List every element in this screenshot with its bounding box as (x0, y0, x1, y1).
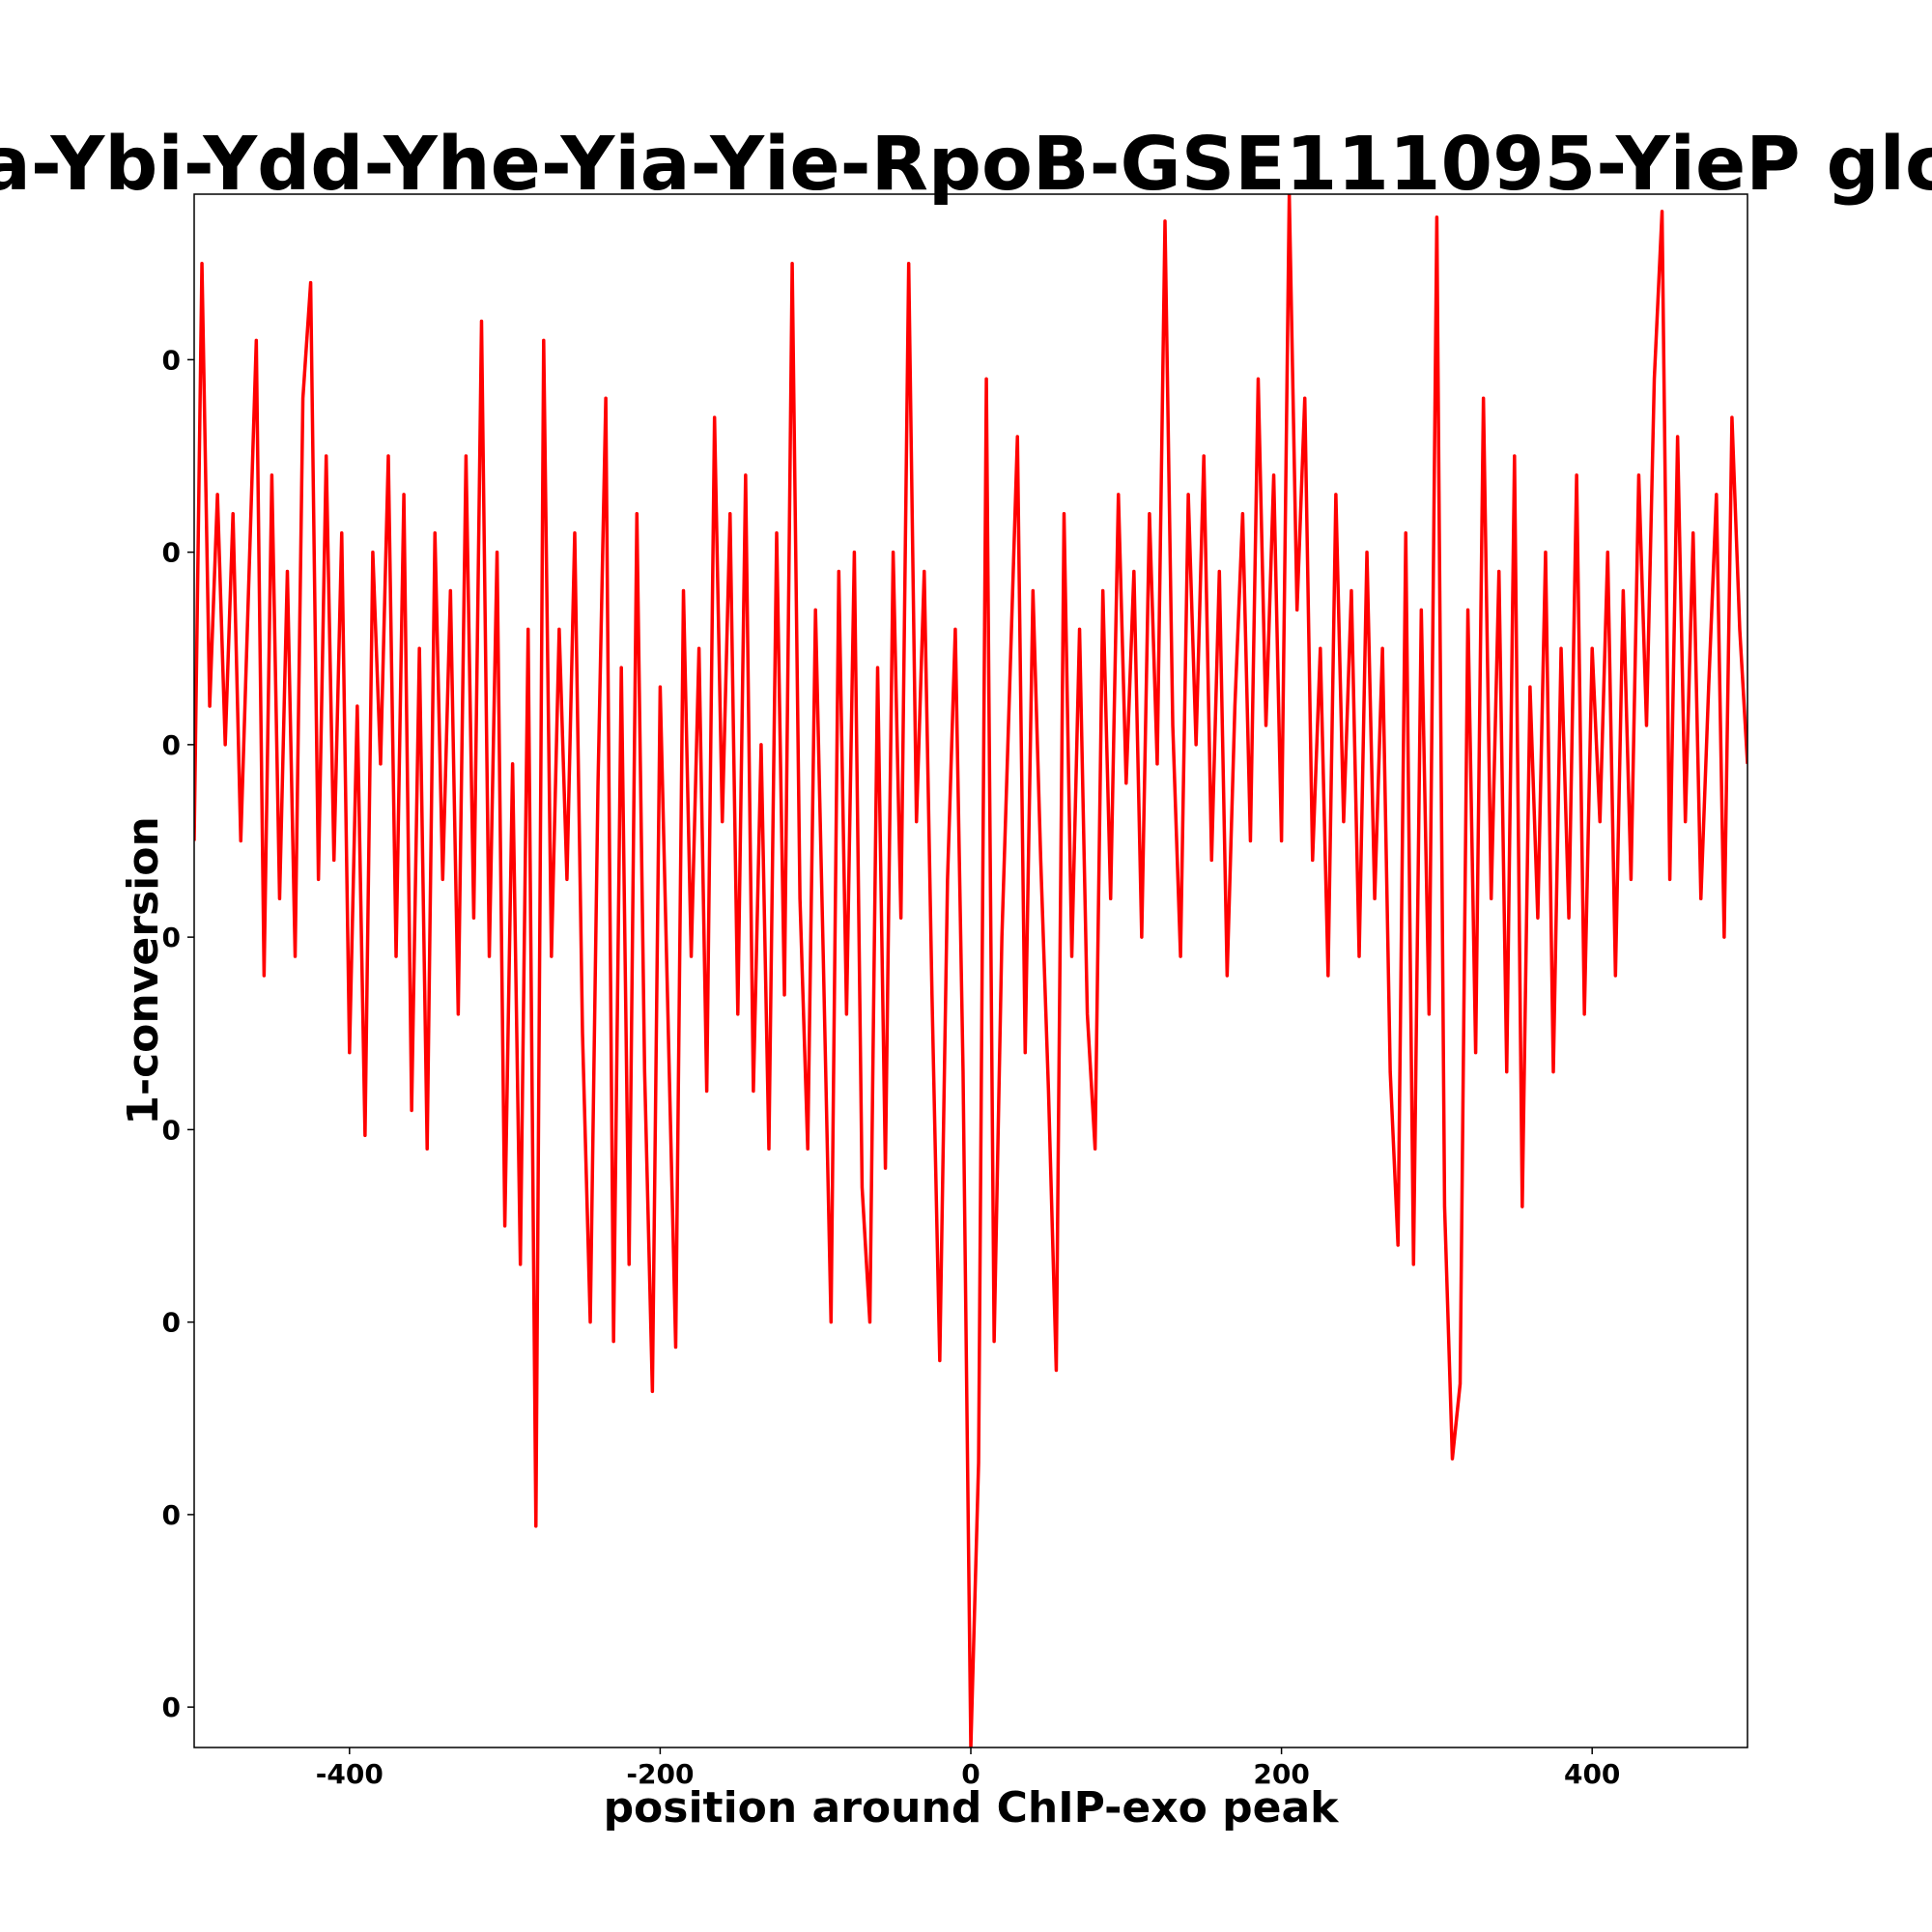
y-tick-label: 0 (162, 537, 181, 569)
x-tick-label: 200 (1253, 1758, 1309, 1790)
y-tick-label: 0 (162, 1499, 181, 1531)
x-tick-label: 0 (961, 1758, 980, 1790)
y-tick-label: 0 (162, 344, 181, 376)
y-tick-label: 0 (162, 729, 181, 761)
x-axis-label: position around ChIP-exo peak (604, 1783, 1341, 1833)
line-series (194, 194, 1747, 1747)
x-tick-label: -200 (626, 1758, 694, 1790)
chart-title: ba-Ybi-Ydd-Yhe-Yia-Yie-RpoB-GSE111095-Yi… (0, 122, 1932, 208)
plot-frame (193, 193, 1748, 1748)
y-tick-label: 0 (162, 1307, 181, 1339)
y-axis-label: 1-conversion (119, 816, 168, 1125)
x-tick-label: 400 (1564, 1758, 1620, 1790)
y-tick-label: 0 (162, 922, 181, 953)
y-tick-label: 0 (162, 1691, 181, 1723)
x-tick-label: -400 (316, 1758, 384, 1790)
y-tick-label: 0 (162, 1114, 181, 1146)
